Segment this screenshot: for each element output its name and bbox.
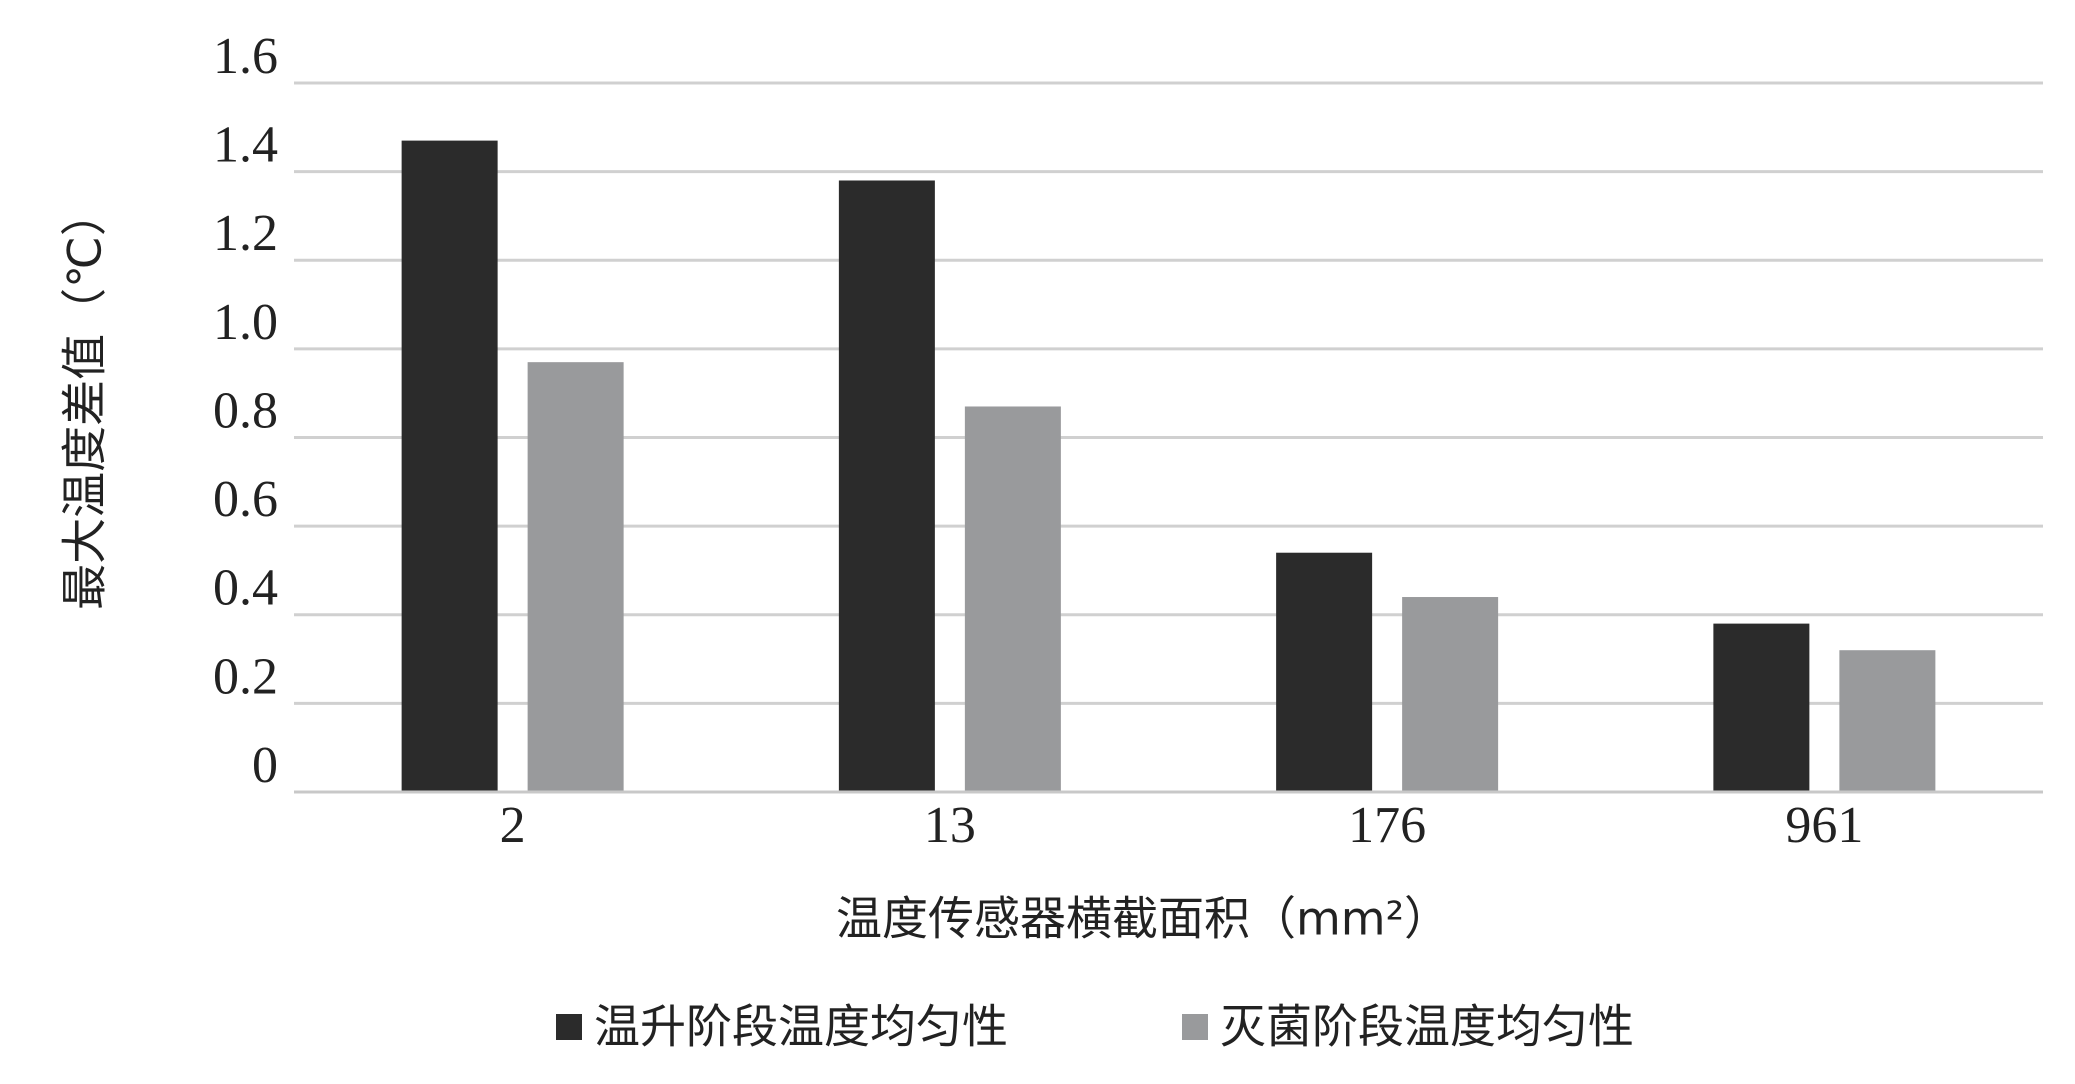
- y-tick-label: 0.2: [213, 648, 278, 705]
- bar: [964, 406, 1061, 792]
- x-tick-label: 2: [500, 797, 526, 854]
- x-tick-label: 961: [1785, 797, 1863, 854]
- x-axis-title: 温度传感器横截面积（mm²）: [836, 892, 1450, 946]
- legend-swatch: [556, 1014, 582, 1040]
- x-tick-label: 176: [1348, 797, 1426, 854]
- y-axis-title: 最大温度差值（℃）: [58, 190, 112, 610]
- y-tick-label: 1.2: [213, 205, 278, 262]
- bar: [838, 180, 935, 793]
- y-tick-label: 1.4: [213, 117, 278, 174]
- x-tick-label: 13: [924, 797, 976, 854]
- bar: [1402, 597, 1499, 792]
- y-tick-label: 1.0: [213, 294, 278, 351]
- bar: [1839, 650, 1936, 792]
- legend-swatch: [1182, 1014, 1208, 1040]
- bar: [1276, 552, 1373, 792]
- y-tick-label: 1.6: [213, 28, 278, 85]
- bar: [1713, 623, 1810, 792]
- y-tick-label: 0.8: [213, 382, 278, 439]
- y-tick-label: 0: [252, 737, 278, 794]
- legend-label: 温升阶段温度均匀性: [594, 1000, 1008, 1054]
- legend-label: 灭菌阶段温度均匀性: [1220, 1000, 1634, 1054]
- y-tick-label: 0.6: [213, 471, 278, 528]
- bar: [401, 140, 498, 792]
- bar: [527, 362, 624, 792]
- y-tick-label: 0.4: [213, 560, 278, 617]
